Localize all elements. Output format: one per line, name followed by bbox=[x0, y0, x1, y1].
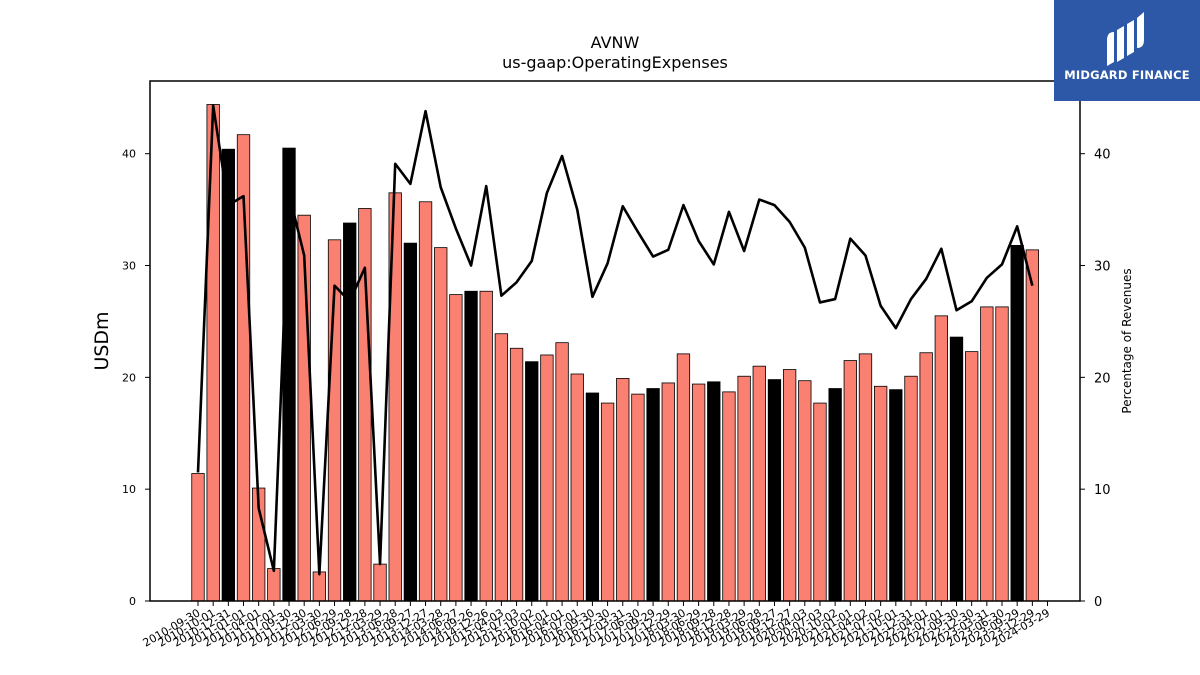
bar bbox=[691, 383, 706, 602]
bar bbox=[312, 571, 327, 602]
bar bbox=[221, 148, 235, 602]
bar bbox=[949, 336, 964, 602]
bar bbox=[965, 351, 979, 602]
bar bbox=[767, 379, 782, 602]
brand-logo: MIDGARD FINANCE bbox=[1054, 0, 1200, 101]
y-tick-label: 10 bbox=[122, 483, 136, 496]
bar bbox=[570, 373, 584, 602]
bar bbox=[995, 306, 1009, 602]
bar bbox=[889, 389, 903, 602]
y-axis-label-left: USDm bbox=[91, 311, 113, 370]
bar bbox=[919, 352, 933, 602]
y-tick-label: 0 bbox=[129, 595, 136, 608]
bar bbox=[373, 563, 387, 602]
bar bbox=[828, 388, 842, 602]
bar bbox=[1025, 249, 1039, 602]
y-axis-right: 0 10 20 30 40 bbox=[1080, 148, 1111, 610]
bar bbox=[737, 375, 751, 602]
bar bbox=[858, 353, 873, 602]
line-series bbox=[196, 104, 1034, 576]
bar-series bbox=[191, 104, 1039, 602]
bar bbox=[813, 402, 827, 602]
bar bbox=[267, 568, 281, 602]
y-axis-left: 0 10 20 30 40 bbox=[122, 148, 150, 608]
y-tick-label-right: 10 bbox=[1094, 483, 1111, 498]
bar bbox=[631, 393, 645, 602]
bar bbox=[600, 402, 615, 602]
logo-text: MIDGARD FINANCE bbox=[1064, 68, 1190, 82]
y-tick-label-right: 20 bbox=[1094, 371, 1111, 386]
bar bbox=[418, 201, 433, 602]
bar bbox=[722, 391, 736, 602]
bar bbox=[540, 354, 554, 602]
bar bbox=[646, 388, 660, 602]
bar bbox=[479, 290, 493, 602]
plot-frame bbox=[149, 80, 1081, 602]
bar bbox=[843, 360, 857, 602]
logo-mark-icon bbox=[1107, 12, 1144, 66]
y-tick-label: 30 bbox=[122, 260, 136, 273]
bar bbox=[1010, 244, 1024, 602]
bar bbox=[752, 365, 766, 602]
bar bbox=[555, 342, 569, 602]
bar bbox=[191, 473, 205, 602]
chart-title: AVNW bbox=[591, 33, 640, 52]
bar bbox=[980, 306, 994, 602]
bar bbox=[585, 392, 600, 602]
bar bbox=[403, 242, 418, 602]
bar bbox=[934, 315, 948, 602]
bar bbox=[509, 347, 524, 602]
bar bbox=[904, 375, 918, 602]
bar bbox=[616, 378, 630, 602]
bar bbox=[874, 385, 888, 602]
bar bbox=[798, 380, 812, 602]
bar bbox=[782, 369, 797, 602]
y-tick-label: 40 bbox=[122, 148, 136, 161]
x-axis: 2010-09-302010-10-012010-12-312011-01-01… bbox=[141, 601, 1052, 650]
bar bbox=[525, 361, 539, 602]
bar bbox=[464, 290, 478, 602]
bar bbox=[206, 104, 220, 602]
bar bbox=[661, 382, 675, 602]
bar bbox=[494, 333, 509, 602]
y-tick-label-right: 30 bbox=[1094, 260, 1111, 275]
bar bbox=[434, 247, 448, 602]
percentage-line bbox=[196, 104, 1034, 576]
bar bbox=[343, 222, 357, 602]
chart-subtitle: us-gaap:OperatingExpenses bbox=[502, 53, 728, 72]
bar bbox=[707, 381, 721, 602]
y-axis-label-right: Percentage of Revenues bbox=[1120, 268, 1134, 413]
y-tick-label-right: 0 bbox=[1094, 595, 1102, 610]
y-tick-label: 20 bbox=[122, 371, 136, 384]
y-tick-label-right: 40 bbox=[1094, 148, 1111, 163]
bar bbox=[449, 294, 463, 602]
bar bbox=[676, 353, 691, 602]
